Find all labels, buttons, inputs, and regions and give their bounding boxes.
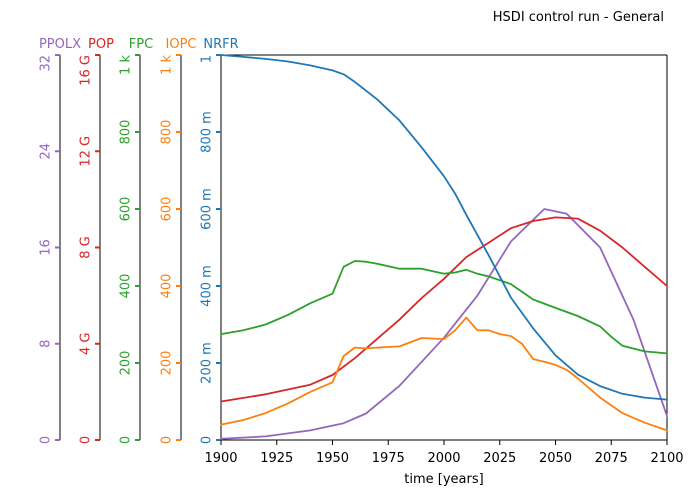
y-tick-label: 0 xyxy=(119,436,134,444)
y-tick-label: 600 m xyxy=(200,188,215,230)
axis-name-fpc: FPC xyxy=(129,37,153,52)
y-tick-label: 800 xyxy=(119,120,134,145)
y-tick-label: 200 m xyxy=(200,342,215,384)
y-tick-label: 16 xyxy=(39,239,54,256)
x-tick-label: 2075 xyxy=(595,451,628,466)
y-axis-pop: 0 4 G 8 G 12 G 16 G xyxy=(79,54,101,444)
y-tick-label: 600 xyxy=(160,197,175,222)
x-axis: 1900 1925 1950 1975 2000 2025 2050 2075 2100 xyxy=(204,440,684,466)
series-line-iopc xyxy=(220,316,668,432)
series-line-nrfr xyxy=(220,54,668,401)
y-tick-label: 600 xyxy=(119,197,134,222)
y-axis-nrfr: 0 200 m 400 m 600 m 800 m 1 xyxy=(200,54,222,444)
series-layer xyxy=(220,54,668,440)
series-line-ppolx xyxy=(220,208,668,440)
y-tick-label: 8 G xyxy=(79,236,94,258)
series-line-pop xyxy=(220,216,668,403)
axis-name-nrfr: NRFR xyxy=(203,37,238,52)
y-tick-label: 16 G xyxy=(79,55,94,86)
x-tick-label: 1925 xyxy=(260,451,293,466)
y-tick-label: 800 m xyxy=(200,111,215,153)
y-tick-label: 200 xyxy=(119,351,134,376)
y-tick-label: 24 xyxy=(39,143,54,160)
y-tick-label: 0 xyxy=(200,436,215,444)
y-axis-fpc: 0 200 400 600 800 1 k xyxy=(119,54,141,444)
axis-name-pop: POP xyxy=(88,37,114,52)
x-tick-label: 2050 xyxy=(539,451,572,466)
y-tick-label: 400 m xyxy=(200,265,215,307)
y-tick-label: 4 G xyxy=(79,333,94,355)
y-tick-label: 0 xyxy=(160,436,175,444)
axis-name-iopc: IOPC xyxy=(166,37,197,52)
y-tick-label: 400 xyxy=(160,274,175,299)
y-tick-label: 0 xyxy=(79,436,94,444)
y-axis-iopc: 0 200 400 600 800 1 k xyxy=(160,54,182,444)
axis-name-ppolx: PPOLX xyxy=(39,37,81,52)
y-tick-label: 1 k xyxy=(119,55,134,75)
y-tick-label: 32 xyxy=(39,55,54,72)
y-tick-label: 200 xyxy=(160,351,175,376)
x-axis-label: time [years] xyxy=(404,472,483,487)
x-tick-label: 1900 xyxy=(204,451,237,466)
y-tick-label: 12 G xyxy=(79,136,94,167)
y-tick-label: 0 xyxy=(39,436,54,444)
plot-frame xyxy=(221,54,668,441)
x-tick-label: 2100 xyxy=(650,451,683,466)
x-tick-label: 1975 xyxy=(372,451,405,466)
x-tick-label: 2000 xyxy=(427,451,460,466)
y-axis-ppolx: 0 8 16 24 32 xyxy=(39,54,61,444)
y-tick-label: 1 xyxy=(200,55,215,63)
y-tick-label: 400 xyxy=(119,274,134,299)
y-tick-label: 800 xyxy=(160,120,175,145)
y-tick-label: 8 xyxy=(39,340,54,348)
x-tick-label: 2025 xyxy=(483,451,516,466)
y-tick-label: 1 k xyxy=(160,55,175,75)
x-tick-label: 1950 xyxy=(316,451,349,466)
axis-name-labels: PPOLX POP FPC IOPC NRFR xyxy=(39,37,239,52)
series-line-fpc xyxy=(220,260,668,355)
chart-title: HSDI control run - General xyxy=(493,10,664,25)
